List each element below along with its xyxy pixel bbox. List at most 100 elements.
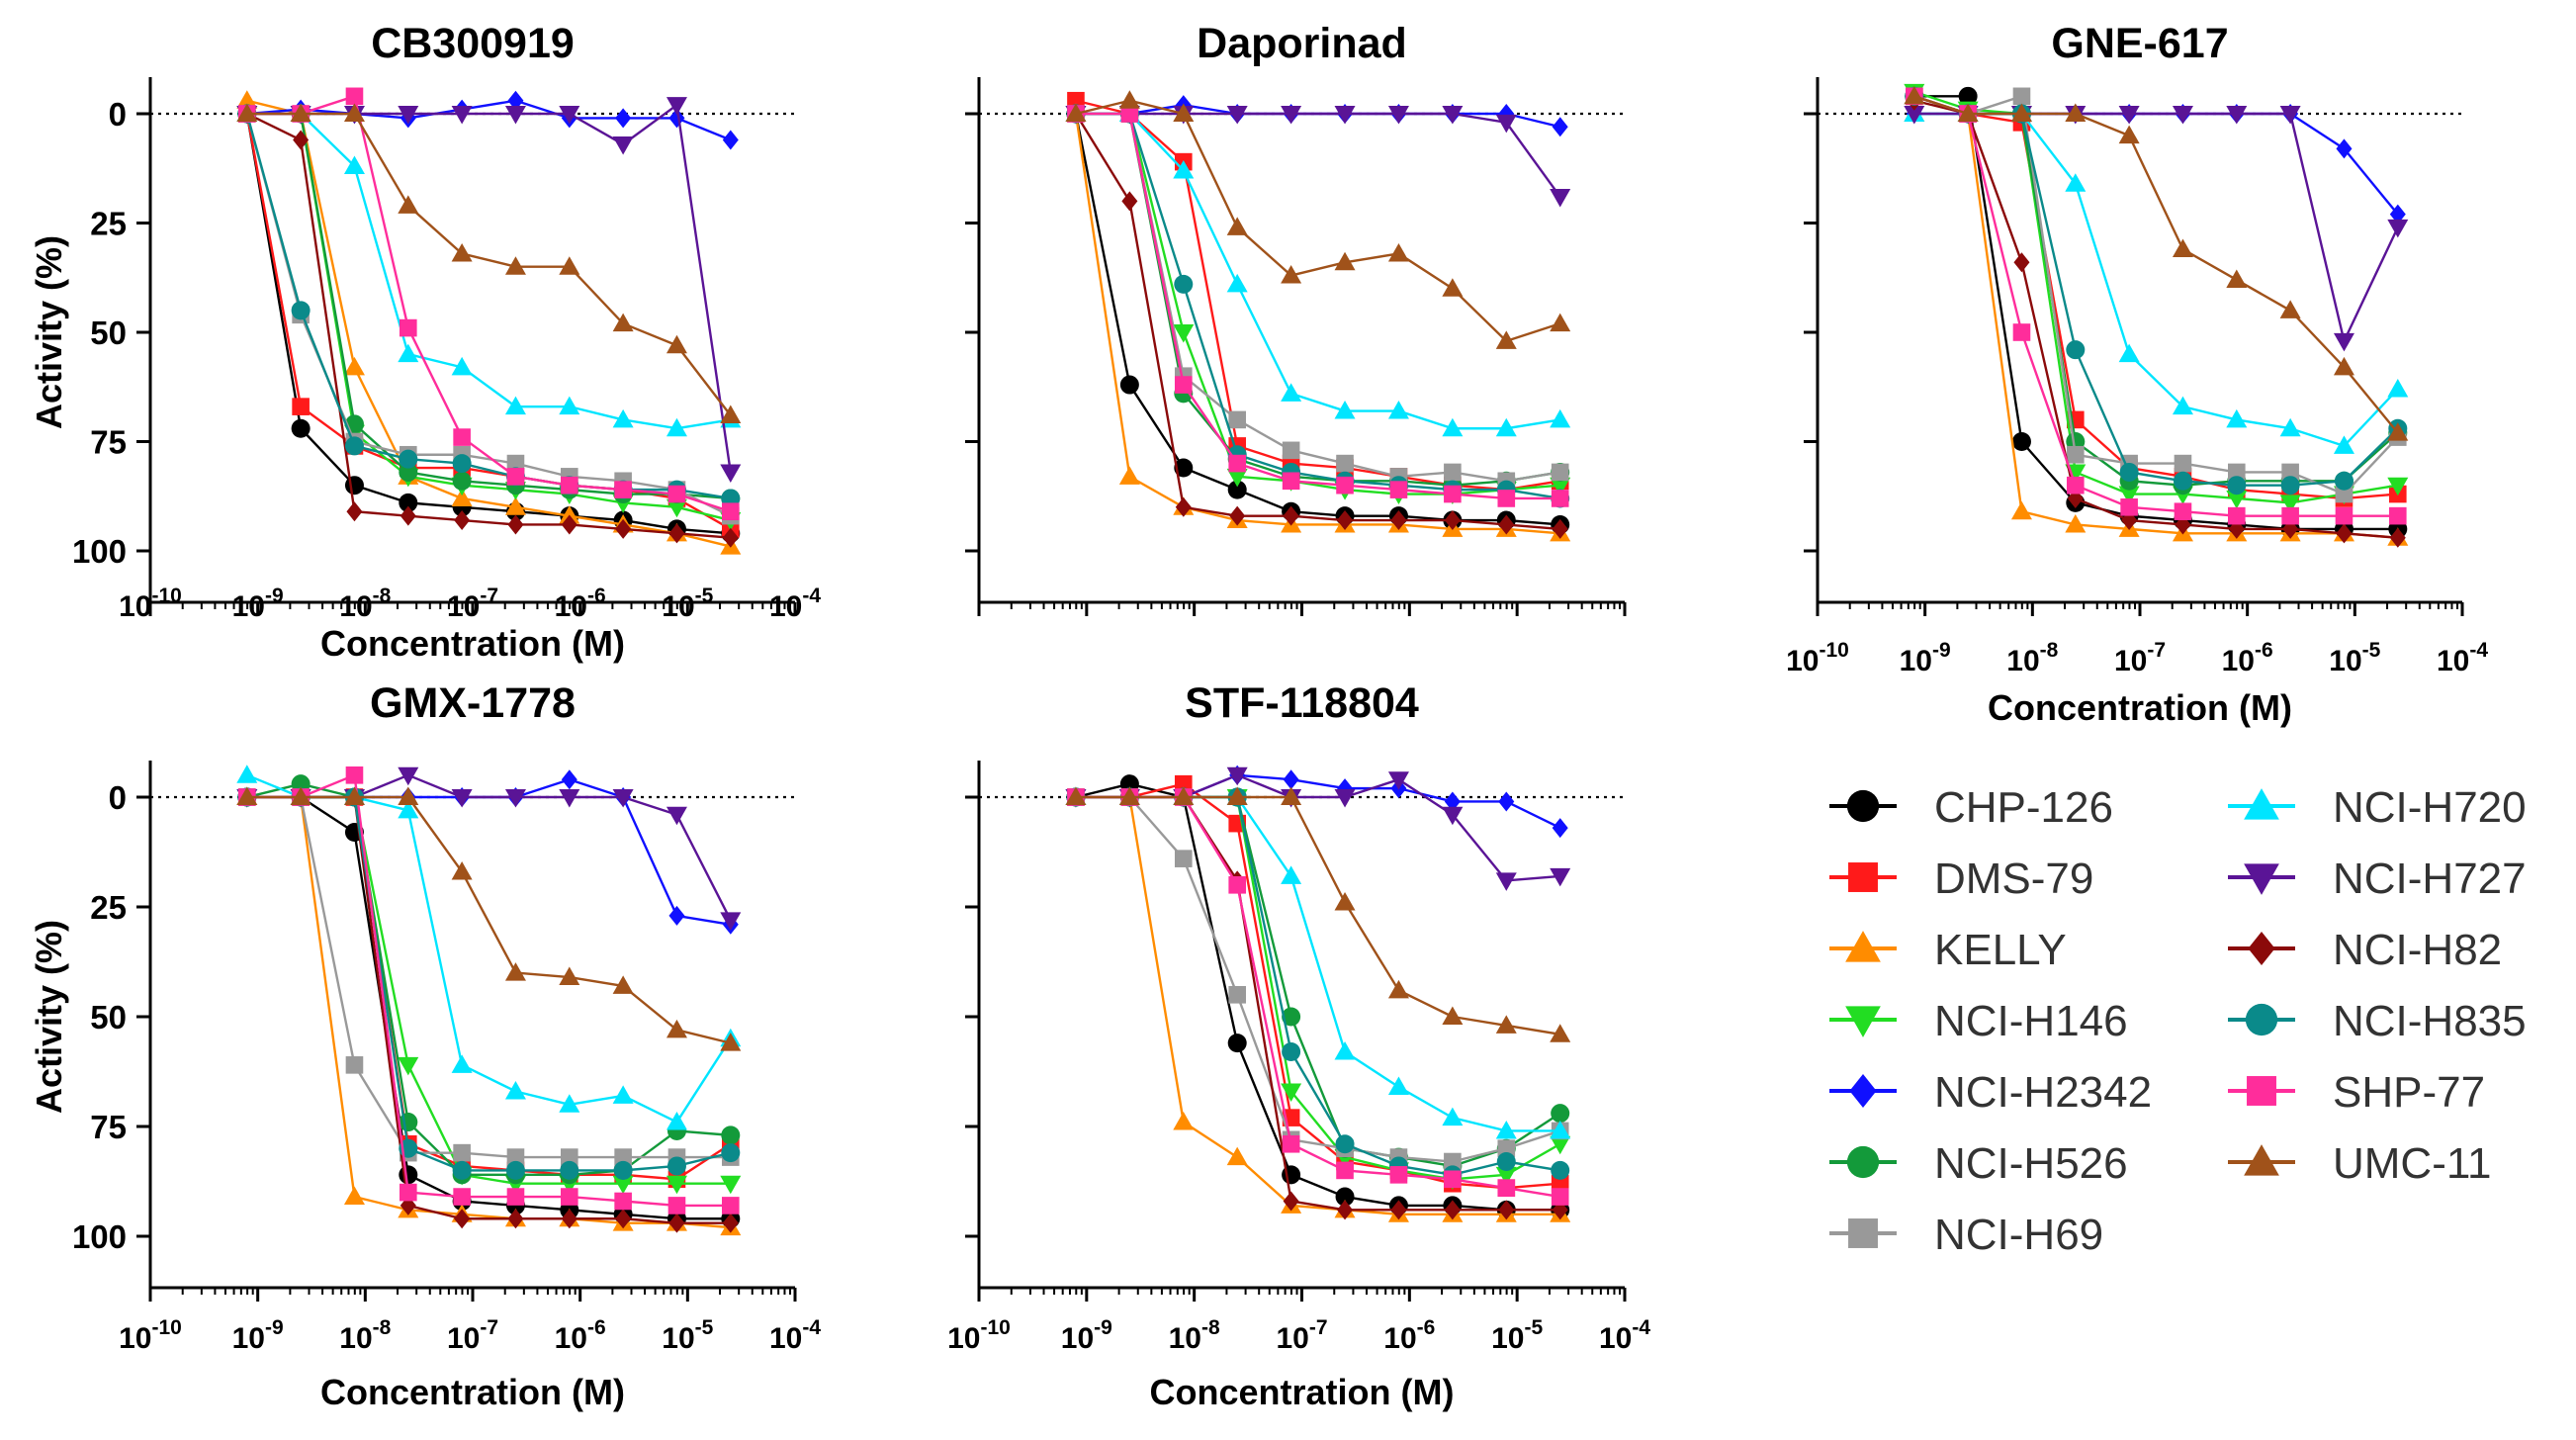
legend-marker <box>1848 862 1878 892</box>
series-line-nci-h146 <box>1913 90 2398 504</box>
data-point-umc-11 <box>1387 979 1409 999</box>
data-point-shp-77 <box>667 1197 686 1215</box>
data-point-nci-h727 <box>451 789 473 808</box>
data-point-shp-77 <box>2228 506 2246 525</box>
data-point-nci-h727 <box>1226 106 1248 125</box>
legend-marker <box>2247 1076 2276 1106</box>
data-point-nci-h82 <box>1390 510 1407 531</box>
data-point-nci-h835 <box>2334 471 2354 491</box>
data-point-shp-77 <box>400 1183 417 1202</box>
series-line-umc-11 <box>1075 795 1560 1035</box>
panel-stf-118804: STF-118804 10-10 10-9 10-8 10-7 10-6 10-5 10-4 C… <box>947 679 1650 1412</box>
data-point-nci-h720 <box>612 408 634 428</box>
data-point-kelly <box>2010 500 2032 520</box>
legend-item-dms-79: DMS-79 <box>1829 855 2093 903</box>
y-tick-label: 75 <box>90 424 127 461</box>
data-point-nci-h82 <box>507 1209 524 1229</box>
data-point-kelly <box>2065 513 2087 533</box>
data-point-nci-h720 <box>2065 173 2087 192</box>
data-point-umc-11 <box>1550 1024 1571 1042</box>
data-point-nci-h146 <box>2387 477 2409 496</box>
data-point-nci-h720 <box>1173 159 1195 179</box>
data-point-nci-h69 <box>2012 87 2031 106</box>
series-line-umc-11 <box>1913 95 2399 434</box>
data-point-nci-h720 <box>2387 378 2409 398</box>
data-point-nci-h82 <box>615 1209 632 1229</box>
data-point-nci-h69 <box>1444 1152 1462 1171</box>
x-tick-label: 10-4 <box>1599 1316 1650 1355</box>
data-point-umc-11 <box>1226 786 1248 805</box>
data-point-nci-h2342 <box>2389 204 2406 225</box>
data-point-nci-h69 <box>1444 463 1462 482</box>
data-point-nci-h69 <box>1282 441 1300 460</box>
series-line-chp-126 <box>245 113 731 535</box>
data-point-nci-h526 <box>452 471 472 491</box>
data-point-nci-h82 <box>293 130 310 150</box>
series-line-umc-11 <box>246 795 732 1044</box>
data-point-umc-11 <box>720 1033 742 1051</box>
data-point-nci-h69 <box>2067 445 2085 464</box>
y-axis-label: Activity (%) <box>29 920 69 1114</box>
legend-label: NCI-H82 <box>2333 926 2502 974</box>
data-point-umc-11 <box>1226 217 1248 235</box>
data-point-nci-h526 <box>399 1113 418 1132</box>
data-point-nci-h82 <box>1229 505 1246 526</box>
data-point-nci-h727 <box>1281 106 1302 125</box>
series-line-nci-h2342 <box>246 99 732 141</box>
legend-label: CHP-126 <box>1934 783 2113 832</box>
x-tick-label: 10-9 <box>232 1316 284 1355</box>
data-point-nci-h727 <box>1442 106 1464 125</box>
y-tick-label: 25 <box>90 889 127 926</box>
data-point-nci-h727 <box>1550 188 1571 208</box>
data-point-nci-h69 <box>2281 463 2299 482</box>
legend-marker <box>2244 863 2279 895</box>
data-point-nci-h82 <box>2336 523 2353 544</box>
series-line-nci-h2342 <box>1075 103 1560 129</box>
data-point-kelly <box>1118 466 1140 485</box>
series-line-nci-h835 <box>245 113 731 500</box>
data-point-nci-h82 <box>454 1209 471 1229</box>
data-point-nci-h82 <box>1337 510 1354 531</box>
data-point-nci-h720 <box>451 1054 473 1073</box>
data-point-shp-77 <box>345 766 364 784</box>
series-line-nci-h526 <box>1075 795 1561 1168</box>
data-point-nci-h526 <box>1282 1007 1301 1027</box>
data-point-nci-h2342 <box>507 90 524 111</box>
data-point-nci-h727 <box>1442 806 1464 826</box>
data-point-nci-h69 <box>1174 850 1193 867</box>
series-line-nci-h727 <box>1075 773 1560 882</box>
series-line-nci-h835 <box>1075 112 1560 500</box>
legend-item-shp-77: SHP-77 <box>2228 1068 2485 1117</box>
data-point-shp-77 <box>1228 454 1246 473</box>
data-point-nci-h835 <box>1496 1152 1516 1172</box>
data-point-umc-11 <box>2065 103 2087 122</box>
data-point-nci-h727 <box>2118 106 2140 125</box>
series-line-nci-h720 <box>246 773 732 1124</box>
data-point-nci-h727 <box>1226 766 1248 786</box>
legend-marker <box>1846 789 1880 823</box>
data-point-nci-h727 <box>2172 106 2193 125</box>
data-point-nci-h82 <box>2013 252 2030 273</box>
data-point-umc-11 <box>1334 892 1356 911</box>
data-point-umc-11 <box>1904 85 1925 105</box>
legend-label: NCI-H720 <box>2333 783 2527 832</box>
data-point-nci-h2342 <box>1552 818 1568 839</box>
data-point-dms-79 <box>1551 1174 1569 1193</box>
data-point-shp-77 <box>1174 376 1193 394</box>
data-point-nci-h82 <box>1283 1191 1299 1212</box>
legend-marker <box>2244 788 2279 820</box>
data-point-umc-11 <box>236 103 258 122</box>
x-tick-label: 10-6 <box>2222 639 2273 677</box>
data-point-nci-h727 <box>720 464 742 483</box>
series-line-nci-h526 <box>1913 95 2399 487</box>
series-line-umc-11 <box>246 112 732 416</box>
x-tick-label: 10-8 <box>1169 1316 1220 1355</box>
data-point-nci-h720 <box>1334 401 1356 419</box>
series-line-nci-h526 <box>246 782 731 1177</box>
x-tick-label: 10-5 <box>1491 1316 1543 1355</box>
x-tick-label: 10-10 <box>119 585 182 623</box>
legend-item-nci-h69: NCI-H69 <box>1829 1211 2103 1259</box>
data-point-nci-h727 <box>559 106 580 125</box>
series-line-dms-79 <box>1075 782 1560 1190</box>
legend-label: UMC-11 <box>2333 1139 2492 1188</box>
